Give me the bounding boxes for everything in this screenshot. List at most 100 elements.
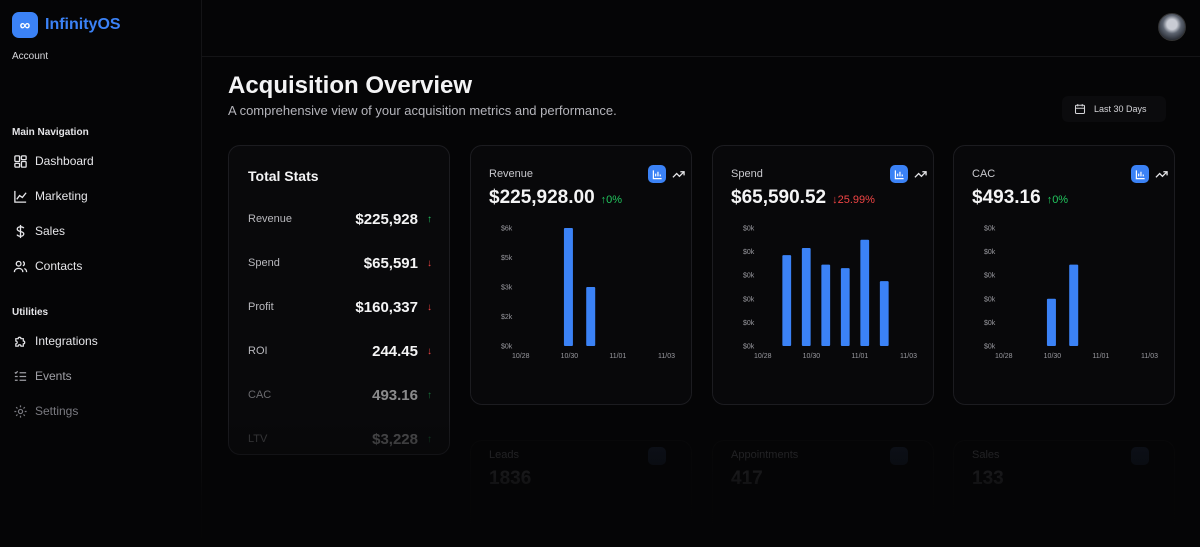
bar-10/31[interactable]: [860, 239, 870, 346]
chart-toggle-button[interactable]: [648, 447, 666, 465]
date-range-button[interactable]: Last 30 Days: [1062, 96, 1166, 122]
dashboard-icon: [12, 153, 28, 169]
sidebar-item-integrations[interactable]: Integrations: [12, 331, 98, 351]
stat-value: 244.45: [372, 342, 418, 360]
x-tick-label: 10/28: [754, 353, 772, 360]
chart-toggle-button[interactable]: [890, 165, 908, 183]
sidebar-item-label: Sales: [35, 224, 66, 238]
trending-up-icon[interactable]: [914, 168, 927, 181]
trending-up-icon[interactable]: [1155, 168, 1168, 181]
x-tick-label: 11/03: [900, 353, 917, 360]
bar-10/28[interactable]: [782, 255, 792, 346]
bar-10/29[interactable]: [821, 264, 831, 346]
stat-value: $160,337: [355, 298, 418, 316]
y-tick-label: $0k: [743, 296, 755, 303]
stat-label: ROI: [248, 345, 268, 357]
bar-10/29[interactable]: [1046, 298, 1056, 346]
sidebar-item-events[interactable]: Events: [12, 366, 72, 386]
revenue-chart: $0k $2k $3k $5k $6k 10/28 10/30 11/01 11/03: [501, 226, 675, 361]
avatar[interactable]: [1158, 13, 1186, 41]
stat-row-cac: CAC 493.16 ↑: [248, 385, 432, 405]
sidebar-item-sales[interactable]: Sales: [12, 221, 65, 241]
brand[interactable]: ∞ InfinityOS: [12, 12, 121, 38]
metric-label: Spend: [731, 168, 763, 180]
spend-chart: $0k $0k $0k $0k $0k $0k 10/28 10/30 11/01 11/03: [743, 226, 917, 361]
chart-toggle-button[interactable]: [890, 447, 908, 465]
users-icon: [12, 258, 28, 274]
spend-card: Spend $65,590.52 ↓25.99% $0k $0k $0k $0k $0k $…: [712, 145, 934, 405]
bar-10/28b[interactable]: [801, 248, 811, 346]
x-tick-label: 10/28: [995, 353, 1013, 360]
revenue-card: Revenue $225,928.00 ↑0% $0k $2k $3k $5k $6k 10…: [470, 145, 692, 405]
metric-change: ↑0%: [1046, 194, 1069, 206]
y-tick-label: $0k: [984, 249, 996, 256]
puzzle-icon: [12, 333, 28, 349]
change-percent: 25.99%: [837, 194, 875, 206]
stat-value: $65,591: [363, 254, 418, 272]
metric-label: Leads: [489, 449, 519, 461]
stat-label: Profit: [248, 301, 274, 313]
metric-value: 417: [731, 468, 763, 489]
metric-label: Sales: [972, 449, 1000, 461]
sidebar: ∞ InfinityOS Account Main Navigation Das…: [0, 0, 202, 547]
metric-label: CAC: [972, 168, 996, 180]
sidebar-item-marketing[interactable]: Marketing: [12, 186, 88, 206]
y-tick-label: $0k: [984, 344, 996, 351]
sidebar-item-label: Integrations: [35, 334, 98, 348]
utilities-label: Utilities: [12, 307, 49, 318]
sidebar-item-contacts[interactable]: Contacts: [12, 256, 82, 276]
date-range-label: Last 30 Days: [1094, 104, 1147, 114]
sales-card: Sales 133: [953, 440, 1175, 547]
metric-value: $493.16 ↑0%: [972, 187, 1068, 209]
y-tick-label: $0k: [743, 344, 755, 351]
arrow-up-icon: ↑: [427, 433, 432, 445]
header-divider: [202, 56, 1200, 57]
metric-value: $65,590.52 ↓25.99%: [731, 187, 875, 209]
bar-10/29[interactable]: [563, 228, 573, 346]
x-tick-label: 10/30: [561, 353, 579, 360]
stat-label: Spend: [248, 257, 280, 269]
chart-toggle-button[interactable]: [1131, 165, 1149, 183]
sidebar-item-label: Events: [35, 369, 72, 383]
x-tick-label: 10/28: [512, 353, 530, 360]
chart-toggle-button[interactable]: [1131, 447, 1149, 465]
bar-10/30[interactable]: [840, 268, 850, 346]
infinity-logo-icon: ∞: [12, 12, 38, 38]
y-tick-label: $0k: [984, 320, 996, 327]
metric-value: 1836: [489, 468, 532, 489]
x-tick-label: 10/30: [1044, 353, 1062, 360]
account-link[interactable]: Account: [12, 51, 49, 62]
chart-toggle-button[interactable]: [648, 165, 666, 183]
sidebar-item-label: Settings: [35, 404, 79, 418]
y-tick-label: $0k: [501, 344, 513, 351]
sidebar-item-settings[interactable]: Settings: [12, 401, 78, 421]
metric-label: Appointments: [731, 449, 799, 461]
stat-value: $225,928: [355, 210, 418, 228]
cac-card: CAC $493.16 ↑0% $0k $0k $0k $0k $0k $0k 10/28 10…: [953, 145, 1175, 405]
bar-11/01[interactable]: [879, 281, 889, 346]
sidebar-item-dashboard[interactable]: Dashboard: [12, 151, 94, 171]
stat-row-spend: Spend $65,591 ↓: [248, 253, 432, 273]
y-tick-label: $2k: [501, 314, 513, 321]
chart-line-icon: [12, 188, 28, 204]
bar-10/30[interactable]: [1069, 264, 1079, 346]
trending-up-icon[interactable]: [672, 168, 685, 181]
stat-row-roi: ROI 244.45 ↓: [248, 341, 432, 361]
change-percent: 0%: [606, 194, 623, 206]
arrow-down-icon: ↓: [427, 301, 432, 313]
bar-10/30[interactable]: [586, 287, 596, 346]
arrow-up-icon: ↑: [427, 213, 432, 225]
sidebar-item-label: Contacts: [35, 259, 83, 273]
stat-row-profit: Profit $160,337 ↓: [248, 297, 432, 317]
x-tick-label: 10/30: [803, 353, 821, 360]
stat-label: Revenue: [248, 213, 293, 225]
y-tick-label: $0k: [984, 226, 996, 233]
x-tick-label: 11/03: [1141, 353, 1158, 360]
y-tick-label: $5k: [501, 255, 513, 262]
app-name: InfinityOS: [45, 16, 121, 33]
arrow-down-icon: ↓: [427, 345, 432, 357]
list-icon: [12, 368, 28, 384]
x-tick-label: 11/03: [658, 353, 675, 360]
y-tick-label: $6k: [501, 226, 513, 233]
stat-label: LTV: [248, 433, 268, 445]
